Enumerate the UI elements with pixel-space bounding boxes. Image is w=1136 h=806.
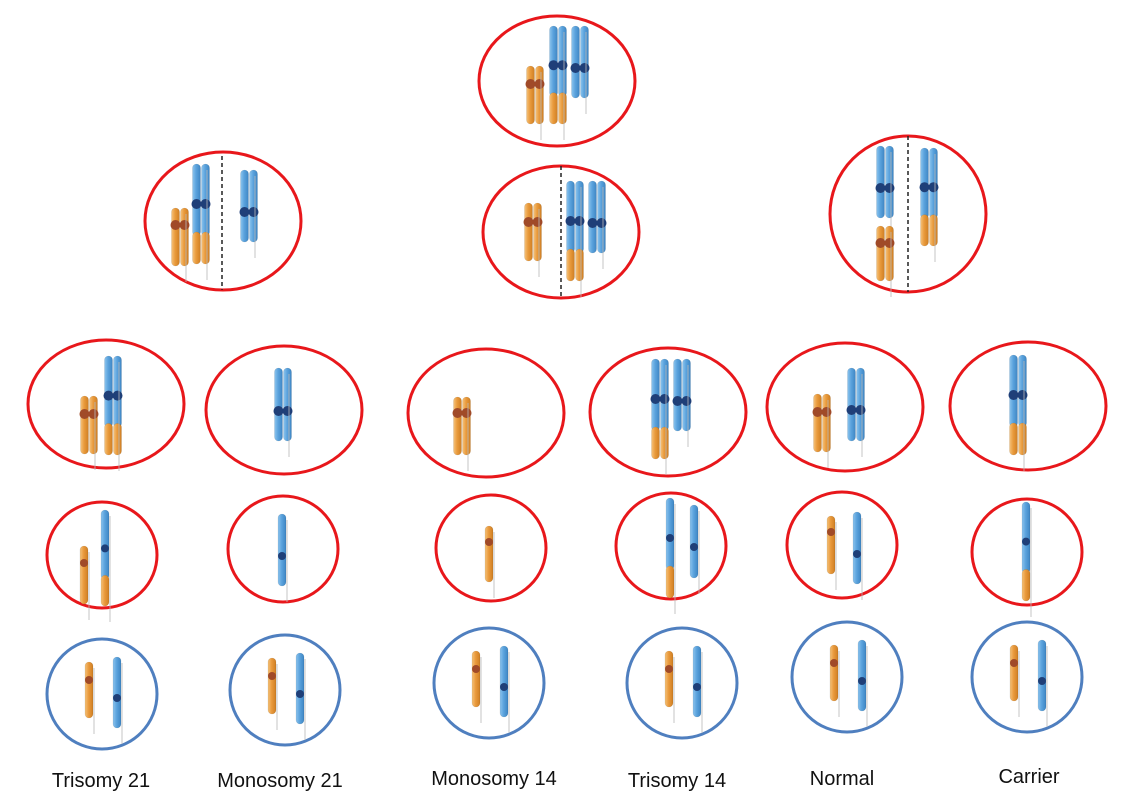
- outcome-label-trisomy-14: Trisomy 14: [627, 770, 727, 792]
- outcome-label-carrier: Carrier: [998, 766, 1060, 788]
- g5-chr14: [852, 511, 863, 600]
- m2c4-chr14: [672, 358, 692, 447]
- outcome-label-normal: Normal: [809, 768, 875, 790]
- m1c2-chr14: [587, 180, 607, 269]
- m1c3-chr21: [875, 225, 895, 297]
- g1-fused: [100, 509, 111, 622]
- z5-chr14: [857, 639, 868, 727]
- parent-cell: [477, 14, 637, 148]
- parent-chr14: [570, 25, 590, 114]
- m1c3-fused: [919, 147, 939, 262]
- z1-chr21: [84, 661, 95, 734]
- g5-chr21: [826, 515, 837, 590]
- meiosis1-cell-1: [143, 150, 303, 292]
- gamete-6: [970, 497, 1084, 607]
- gamete-3: [434, 493, 548, 603]
- z1-chr14: [112, 656, 123, 744]
- g6-fused: [1021, 501, 1032, 617]
- m1c3-chr14: [875, 145, 895, 234]
- m2c3-chr21: [452, 396, 472, 471]
- m1c2-fused: [565, 180, 585, 297]
- gamete-4: [614, 491, 728, 601]
- m2c5-chr21: [812, 393, 832, 468]
- zygote-cell-4: [625, 626, 739, 740]
- m2c5-chr14: [846, 367, 866, 457]
- g4-fused: [665, 497, 676, 614]
- g3-chr21: [484, 525, 495, 598]
- m1c2-chr21: [523, 202, 543, 277]
- g4-chr14: [689, 504, 700, 594]
- meiosis2-cell-5: [765, 341, 925, 473]
- z4-chr21: [664, 650, 675, 723]
- gamete-2: [226, 494, 340, 604]
- zygote-cell-3: [432, 626, 546, 740]
- parent-chr21: [525, 65, 545, 140]
- z3-chr14: [499, 645, 510, 733]
- gamete-1: [45, 500, 159, 610]
- zygote-cell-6: [970, 620, 1084, 734]
- z6-chr14: [1037, 639, 1048, 727]
- z4-chr14: [692, 645, 703, 733]
- meiosis2-cell-1: [26, 338, 186, 470]
- m2c1-fused: [103, 355, 123, 471]
- m2c6-fused: [1008, 354, 1028, 471]
- parent-fused: [548, 25, 568, 140]
- meiosis2-cell-3: [406, 347, 566, 479]
- zygote-cell-2: [228, 633, 342, 747]
- m1c1-chr14: [239, 169, 259, 258]
- m1c1-chr21: [170, 207, 190, 282]
- gamete-5: [785, 490, 899, 600]
- outcome-label-trisomy-21: Trisomy 21: [51, 770, 151, 792]
- outcome-label-monosomy-21: Monosomy 21: [217, 770, 343, 792]
- m2c2-chr14: [273, 367, 293, 457]
- zygote-cell-1: [45, 637, 159, 751]
- z6-chr21: [1009, 644, 1020, 717]
- outcome-label-monosomy-14: Monosomy 14: [431, 768, 557, 790]
- g1-chr21: [79, 545, 90, 620]
- z2-chr14: [295, 652, 306, 740]
- z5-chr21: [829, 644, 840, 717]
- m1c1-fused: [191, 163, 211, 280]
- m2c4-fused: [650, 358, 670, 475]
- zygote-cell-5: [790, 620, 904, 734]
- meiosis2-cell-2: [204, 344, 364, 476]
- m2c1-chr21: [79, 395, 99, 470]
- meiosis2-cell-4: [588, 346, 748, 478]
- meiosis2-cell-6: [948, 340, 1108, 472]
- z2-chr21: [267, 657, 278, 730]
- g2-chr14: [277, 513, 288, 602]
- z3-chr21: [471, 650, 482, 723]
